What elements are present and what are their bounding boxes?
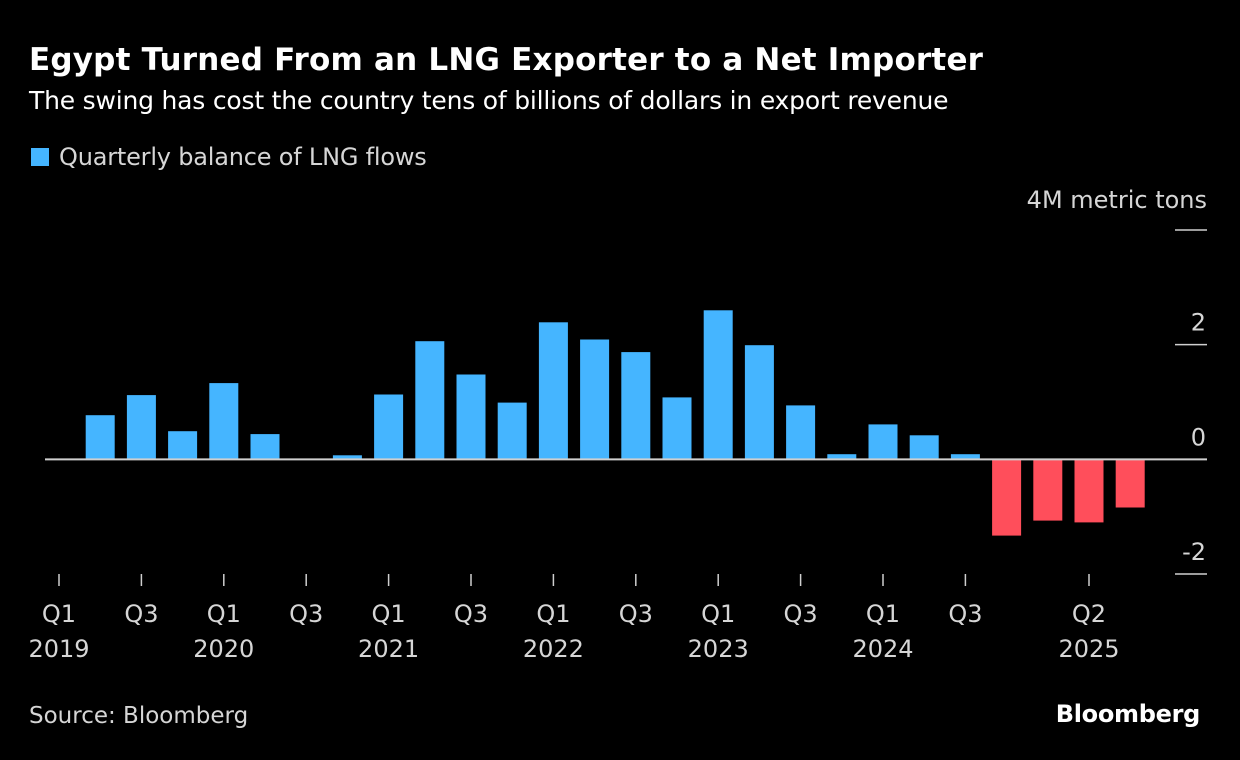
bar-q2-2024 [909,435,939,460]
bars-group [85,310,1145,536]
bar-q2-2022 [580,339,610,460]
bar-q1-2023 [703,310,733,460]
bar-q3-2024 [950,454,980,460]
chart-title: Egypt Turned From an LNG Exporter to a N… [29,42,984,78]
bar-q3-2023 [786,405,816,460]
chart-subtitle: The swing has cost the country tens of b… [29,86,949,115]
bar-q2-2020 [250,434,280,460]
y-axis: 2 0 -2 [1175,229,1207,575]
x-tick-label-quarter: Q1 [207,600,241,628]
y-tick-label: 0 [1191,423,1206,451]
y-axis-unit-label: 4M metric tons [1026,186,1207,214]
x-tick-label-year: 2024 [852,635,913,663]
x-tick-label-quarter: Q1 [42,600,76,628]
x-tick-label-quarter: Q3 [619,600,653,628]
x-tick-label-quarter: Q3 [124,600,158,628]
bloomberg-logo: Bloomberg [1055,700,1201,728]
x-tick-label-year: 2020 [193,635,254,663]
y-tick-label: -2 [1182,538,1206,566]
source-note: Source: Bloomberg [29,703,249,729]
x-tick-label-quarter: Q2 [1072,600,1106,628]
x-tick-label-year: 2023 [688,635,749,663]
legend-label: Quarterly balance of LNG flows [59,143,427,171]
bar-q3-2021 [456,374,486,460]
x-tick-label-quarter: Q1 [701,600,735,628]
bar-q2-2023 [744,345,774,460]
x-tick-label-quarter: Q3 [948,600,982,628]
x-tick-label-year: 2025 [1058,635,1119,663]
bar-q4-2023 [827,454,857,460]
bar-q1-2021 [374,394,404,460]
y-tick-label: 2 [1191,309,1206,337]
x-tick-label-quarter: Q1 [536,600,570,628]
bar-q4-2020 [332,455,362,460]
bar-q3-2019 [126,395,156,460]
bar-q3-2022 [621,352,651,460]
bar-q4-2022 [662,397,692,460]
x-tick-label-quarter: Q3 [784,600,818,628]
x-tick-label-quarter: Q3 [289,600,323,628]
bar-q2-2025 [1074,459,1104,523]
bar-q1-2024 [868,424,898,460]
x-axis: Q1 2019 Q3 Q1 2020 Q3 Q1 2021 Q3 Q1 2022 Q3 Q1 2023 Q3… [28,574,1120,663]
x-tick-label-year: 2019 [28,635,89,663]
x-tick-label-quarter: Q1 [372,600,406,628]
bar-q1-2025 [1033,459,1063,521]
bar-q2-2019 [85,415,115,460]
bar-q1-2022 [538,322,568,460]
bar-q4-2024 [992,459,1022,536]
bar-q4-2019 [168,431,198,460]
bar-q2-2021 [415,341,445,460]
legend: Quarterly balance of LNG flows [31,143,427,171]
bar-q3-2025 [1115,459,1145,508]
x-tick-label-quarter: Q1 [866,600,900,628]
legend-swatch [31,148,49,166]
bar-q1-2020 [209,383,239,460]
bar-q4-2021 [497,402,527,460]
x-tick-label-year: 2021 [358,635,419,663]
x-tick-label-year: 2022 [523,635,584,663]
x-tick-label-quarter: Q3 [454,600,488,628]
